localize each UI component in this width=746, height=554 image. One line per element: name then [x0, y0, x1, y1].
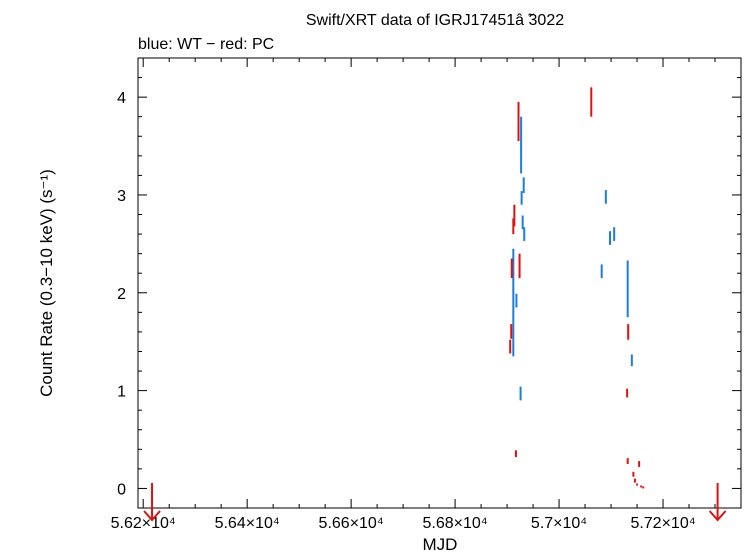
upper-limit-head: [143, 510, 161, 522]
x-axis-label: MJD: [423, 535, 458, 554]
y-tick-label: 0: [117, 481, 126, 498]
x-tick-label: 5.7×10⁴: [531, 515, 587, 532]
y-tick-label: 2: [117, 286, 126, 303]
x-tick-label: 5.72×10⁴: [630, 515, 695, 532]
data-points: [143, 87, 727, 522]
plot-frame: [137, 57, 742, 509]
upper-limit-arrow: [143, 483, 161, 522]
upper-limit-arrow: [708, 483, 727, 522]
chart-title: Swift/XRT data of IGRJ17451â ̃3022: [306, 12, 564, 29]
y-tick-label: 4: [117, 90, 126, 107]
x-tick-label: 5.64×10⁴: [215, 515, 280, 532]
y-axis-label: Count Rate (0.3−10 keV) (s⁻¹): [37, 169, 56, 397]
y-tick-label: 1: [117, 384, 126, 401]
axis-ticks: 5.62×10⁴ 5.64×10⁴ 5.66×10⁴ 5.68×10⁴ 5.7×10⁴ 5…: [111, 58, 741, 532]
upper-limit-head: [708, 510, 727, 522]
x-tick-label: 5.62×10⁴: [111, 515, 176, 532]
chart-subtitle: blue: WT − red: PC: [138, 36, 274, 53]
x-tick-label: 5.68×10⁴: [423, 515, 488, 532]
y-tick-label: 3: [117, 188, 126, 205]
x-tick-label: 5.66×10⁴: [319, 515, 384, 532]
